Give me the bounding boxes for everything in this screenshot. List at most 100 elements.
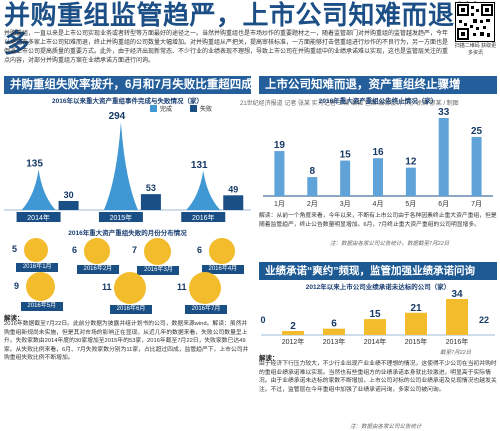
commit-tick-label: 2012年 [282,337,305,346]
bubble-value: 6 [197,244,203,255]
bar-value-failed: 49 [228,184,238,194]
monthly-tick-label: 6月 [438,200,449,208]
cone-mark-complete [21,169,56,210]
legend-label-complete: 完成 [160,107,173,113]
monthly-bar [405,167,416,196]
bubble-mark [26,272,56,302]
year-label: 2014年 [27,213,50,222]
monthly-bar [373,158,383,196]
bar-mark-failed [223,195,244,210]
bubble-month-label: 2016年6月 [110,305,152,314]
monthly-bar [340,160,351,196]
monthly-tick-label: 3月 [340,200,351,208]
cone-value-complete: 131 [191,160,208,171]
cone-mark-complete [186,170,221,210]
intro-paragraph: 并购重组，一直以来是上市公司实现业务或者转型等方面最好的途径之一。当然并购重组也… [4,31,449,64]
bubble-mark [189,272,221,304]
commit-value: 15 [369,309,381,320]
commit-extra-value: 22 [479,315,489,325]
year-label: 2016年 [192,213,215,222]
cone-value-complete: 135 [26,159,43,170]
right-top-banner: 上市公司知难而退，资产重组终止骤增 [259,76,497,94]
monthly-source: 注：数据由各家公司公告统计。数据截至7月22日 [330,241,450,247]
bubble-value: 11 [177,282,187,292]
monthly-tick-label: 4月 [373,200,384,208]
cone-value-complete: 294 [109,112,126,122]
byline: 21世纪经济报道 记者 张某 实习记者 王某 编辑 包某 媒体设计中心 徐某 廖… [240,101,459,107]
commit-chart-caption: 2012年以来上市公司业绩承诺未达标的公司（家） [305,284,451,291]
legend-label-failed: 失败 [200,107,213,113]
bubble-chart-caption: 2016年重大资产重组失败的月份分布情况 [68,230,187,237]
bar-mark-failed [140,194,161,210]
cone-legend: 完成 失败 [150,104,240,114]
monthly-value: 25 [471,126,483,137]
bubble-month-label: 2016年2月 [76,264,119,274]
monthly-value: 8 [310,166,316,177]
legend-swatch-failed [190,105,197,112]
page-title: 并购重组监管趋严，上市公司知难而退增多 [4,1,482,59]
bubble-mark [209,238,235,264]
monthly-bar [471,136,482,196]
monthly-value: 12 [405,157,417,168]
commit-note-body: 由于经济下行压力较大，不少行业出现产业业绩不理想的情况，这使得不少公司在当初并购… [259,361,497,393]
left-banner: 并购重组失败率拔升，6月和7月失败比重超四成 [4,76,251,94]
qr-code [455,2,495,42]
bar-mark-failed [58,201,79,210]
bubble-value: 11 [102,282,112,292]
commit-tick-label: 2013年 [323,337,346,346]
commit-value: 6 [331,319,337,330]
commit-note-head: 解读： [259,355,279,362]
commit-tick-label: 2015年 [405,337,428,346]
qr-caption: 扫描二维码 获取更多资讯 [454,43,497,56]
monthly-chart: 19 1月 8 2月 15 3月 16 4月 12 5月 33 6月 25 7月 [263,107,493,208]
bubble-month-label: 2016年4月 [201,264,244,274]
cone-chart-caption: 2016年以来重大资产重组事件完成与失败情况（家） [52,98,203,105]
commit-value: 21 [410,303,422,314]
monthly-bar [274,151,285,196]
bubble-mark [24,238,49,263]
commit-extra-value: 0 [260,315,265,325]
monthly-value: 15 [340,150,352,161]
right-bottom-banner: 业绩承诺“爽约”频现，监管加强业绩承诺问询 [259,262,497,280]
bubble-month-label: 2016年3月 [137,265,180,275]
commit-value: 2 [290,321,296,332]
commit-tick-label: 2014年 [364,337,387,346]
commit-bar [282,331,304,335]
bubble-month-label: 2016年1月 [16,263,59,273]
bubble-month-label: 2016年5月 [20,302,63,312]
year-label-bg [181,212,226,222]
bubble-month-label: 2016年7月 [185,305,227,314]
monthly-tick-label: 2月 [307,200,318,208]
commit-source: 注：数据由各家公司公告统计 [350,424,422,430]
commit-bar [323,328,345,335]
monthly-tick-label: 1月 [274,200,285,208]
year-label-bg [98,212,143,222]
bubble-value: 9 [14,280,20,291]
bubble-value: 5 [12,244,18,255]
monthly-tick-label: 5月 [405,200,416,208]
bubble-chart: 5 2016年1月 6 2016年2月 7 2016年3月 6 2016年4月 9 2016年5月… [4,236,251,314]
monthly-note: 解读：从前一个角度来看，今年以来，不断有上市公司由于各种因素终止重大资产重组，但… [259,213,497,228]
bubble-value: 7 [132,245,138,256]
commit-tick-label: 2016年 [446,337,469,346]
monthly-value: 16 [372,147,384,158]
monthly-value: 33 [438,107,450,118]
bubble-mark [114,272,146,304]
commit-bar [364,319,386,335]
year-label-bg [16,212,61,222]
bar-value-failed: 53 [146,183,156,193]
monthly-bar [438,118,449,196]
bar-value-failed: 30 [64,190,74,200]
bubble-value: 6 [72,244,78,255]
commit-bar [446,299,468,335]
commit-date-note: 截至7月22日 [440,350,472,356]
monthly-bar [307,177,318,196]
year-label: 2015年 [110,213,133,222]
cone-chart: 135 30 2014年 294 53 2015年 131 49 2016年 [4,112,251,222]
bubble-mark [84,238,110,264]
commit-bar [405,312,427,335]
monthly-chart-caption: 2016年重大资产重组公告终止情况（家） [318,98,438,105]
monthly-value: 19 [274,140,286,151]
commit-value: 34 [451,289,463,300]
